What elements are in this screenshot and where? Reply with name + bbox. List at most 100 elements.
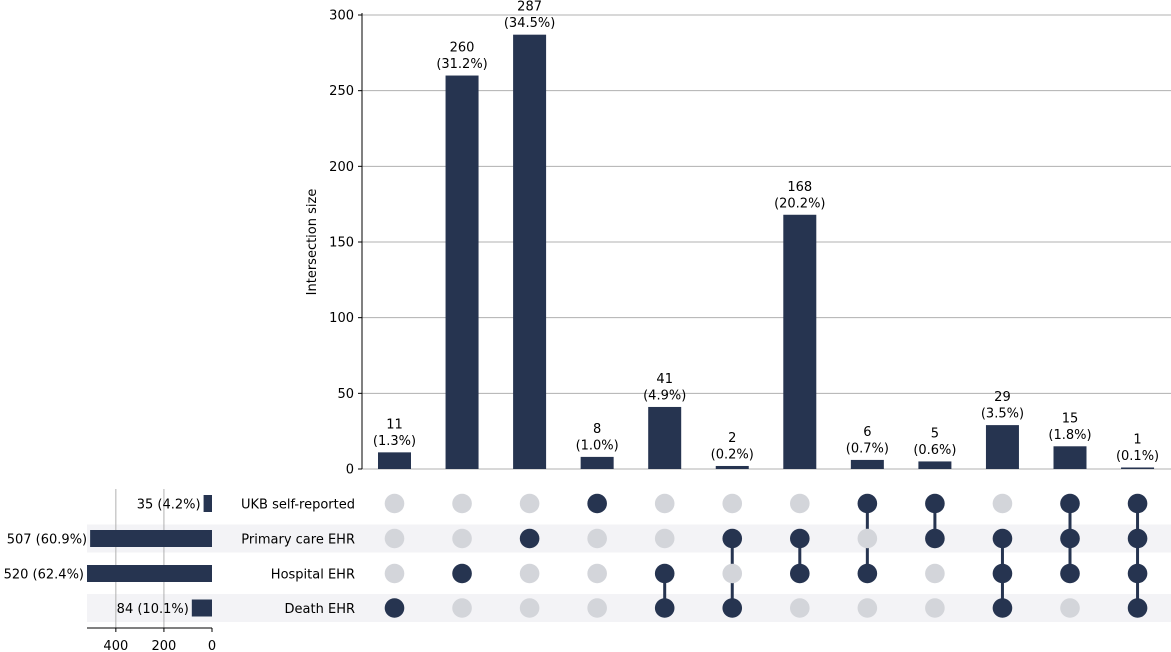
matrix-dot-inactive <box>519 598 540 618</box>
intersection-percent-label: (0.7%) <box>846 441 889 456</box>
y-tick-label: 150 <box>329 236 354 251</box>
matrix-dot-inactive <box>519 493 540 514</box>
set-size-label: 507 (60.9%) <box>7 533 87 548</box>
matrix-dot-inactive <box>857 598 878 618</box>
matrix-dot-active <box>790 528 810 549</box>
intersection-count-label: 260 <box>450 41 475 56</box>
matrix-dot-active <box>1060 563 1080 584</box>
set-size-bar <box>191 599 212 617</box>
matrix-dot-active <box>1060 493 1080 514</box>
matrix-dot-inactive <box>790 493 810 514</box>
matrix-dot-active <box>384 598 405 618</box>
intersection-count-label: 29 <box>994 390 1011 405</box>
matrix-dot-inactive <box>722 563 743 584</box>
intersection-percent-label: (20.2%) <box>774 196 825 211</box>
y-tick-label: 0 <box>346 463 354 478</box>
intersection-percent-label: (31.2%) <box>436 57 487 72</box>
matrix-dot-active <box>654 563 675 584</box>
intersection-bar <box>580 456 614 469</box>
matrix-dot-active <box>925 493 945 514</box>
set-size-bar <box>203 495 212 512</box>
intersection-bar <box>1121 467 1155 469</box>
set-size-bar <box>90 530 212 547</box>
matrix-dot-inactive <box>384 528 405 549</box>
matrix-dot-inactive <box>452 598 472 618</box>
matrix-dot-inactive <box>790 598 810 618</box>
matrix-dot-inactive <box>384 563 405 584</box>
y-tick-label: 300 <box>329 9 354 24</box>
intersection-percent-label: (1.0%) <box>576 438 619 453</box>
matrix-row-stripe <box>87 524 1171 553</box>
matrix-dot-active <box>1127 493 1148 514</box>
matrix-dot-active <box>722 598 743 618</box>
set-name-label: Death EHR <box>285 602 355 617</box>
y-tick-label: 250 <box>329 84 354 99</box>
matrix-dot-inactive <box>654 528 675 549</box>
intersection-percent-label: (4.9%) <box>643 388 686 403</box>
intersection-count-label: 287 <box>517 0 542 15</box>
intersection-bar <box>783 214 817 469</box>
intersection-percent-label: (1.8%) <box>1048 428 1091 443</box>
matrix-dot-active <box>925 528 945 549</box>
matrix-dot-active <box>587 493 607 514</box>
intersection-count-label: 41 <box>656 372 673 387</box>
matrix-dot-inactive <box>925 598 945 618</box>
intersection-bar <box>715 465 749 469</box>
intersection-count-label: 11 <box>386 417 403 432</box>
matrix-dot-active <box>1127 563 1148 584</box>
intersection-bar <box>918 461 952 469</box>
intersection-bar <box>378 452 411 469</box>
matrix-dot-active <box>1127 528 1148 549</box>
matrix-dot-inactive <box>519 563 540 584</box>
y-tick-label: 200 <box>329 160 354 175</box>
set-size-tick-label: 200 <box>152 639 177 652</box>
intersection-percent-label: (0.1%) <box>1116 449 1159 464</box>
set-size-bar <box>87 565 212 582</box>
intersection-percent-label: (0.2%) <box>711 447 754 462</box>
set-name-label: Primary care EHR <box>241 533 355 548</box>
intersection-bar <box>445 75 479 470</box>
matrix-row-stripe <box>87 594 1171 622</box>
matrix-dot-active <box>519 528 540 549</box>
intersection-percent-label: (0.6%) <box>913 443 956 458</box>
matrix-dot-inactive <box>587 528 607 549</box>
intersection-count-label: 168 <box>787 180 812 195</box>
matrix-dot-inactive <box>452 493 472 514</box>
intersection-count-label: 8 <box>593 422 601 437</box>
set-name-label: Hospital EHR <box>271 568 355 583</box>
intersection-bar <box>1053 446 1087 469</box>
intersection-count-label: 1 <box>1133 432 1141 447</box>
set-size-tick-label: 0 <box>208 639 216 652</box>
intersection-bar <box>648 406 682 469</box>
intersection-count-label: 6 <box>863 425 871 440</box>
matrix-dot-inactive <box>384 493 405 514</box>
matrix-dot-inactive <box>654 493 675 514</box>
matrix-dot-inactive <box>722 493 743 514</box>
y-tick-label: 50 <box>337 387 354 402</box>
matrix-dot-inactive <box>587 563 607 584</box>
set-size-label: 35 (4.2%) <box>137 498 201 513</box>
matrix-dot-inactive <box>452 528 472 549</box>
y-tick-label: 100 <box>329 311 354 326</box>
intersection-count-label: 2 <box>728 431 736 446</box>
set-size-tick-label: 400 <box>103 639 128 652</box>
matrix-dot-active <box>1060 528 1080 549</box>
matrix-dot-active <box>722 528 743 549</box>
intersection-percent-label: (34.5%) <box>504 16 555 31</box>
matrix-dot-active <box>452 563 472 584</box>
matrix-dot-active <box>857 563 878 584</box>
matrix-dot-active <box>1127 598 1148 618</box>
intersection-bar <box>985 425 1019 469</box>
matrix-dot-inactive <box>925 563 945 584</box>
y-axis-label: Intersection size <box>305 189 320 296</box>
intersection-count-label: 15 <box>1062 411 1079 426</box>
matrix-dot-inactive <box>992 493 1013 514</box>
intersection-bar <box>513 34 547 469</box>
matrix-dot-active <box>992 528 1013 549</box>
matrix-dot-active <box>790 563 810 584</box>
set-size-label: 520 (62.4%) <box>4 568 84 583</box>
set-size-label: 84 (10.1%) <box>117 602 189 617</box>
set-name-label: UKB self-reported <box>241 498 355 513</box>
matrix-dot-active <box>992 563 1013 584</box>
